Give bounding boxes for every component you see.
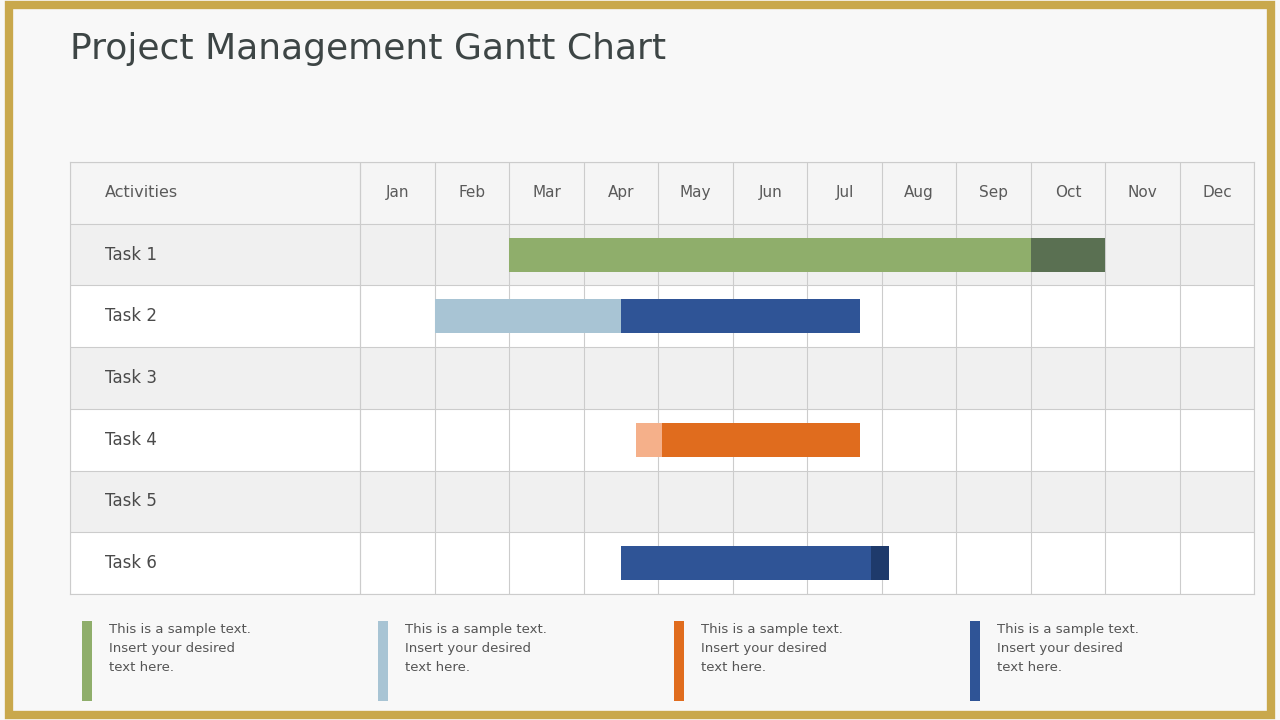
Text: Task 2: Task 2 [105,307,157,325]
Text: Nov: Nov [1128,185,1157,200]
Bar [970,621,979,701]
Bar [621,546,870,580]
Bar [82,621,92,701]
Bar [675,621,684,701]
Text: Oct: Oct [1055,185,1082,200]
Text: Dec: Dec [1202,185,1233,200]
Bar [70,162,1254,224]
Bar [70,409,1254,471]
Bar [509,238,1030,271]
Text: Aug: Aug [904,185,934,200]
Text: Mar: Mar [532,185,561,200]
Bar [621,300,860,333]
Bar [379,621,388,701]
Text: This is a sample text.
Insert your desired
text here.: This is a sample text. Insert your desir… [997,624,1139,674]
Text: May: May [680,185,712,200]
Text: This is a sample text.
Insert your desired
text here.: This is a sample text. Insert your desir… [406,624,548,674]
Text: Task 1: Task 1 [105,246,157,264]
Bar [70,224,1254,285]
Text: Task 5: Task 5 [105,492,157,510]
Text: Feb: Feb [458,185,486,200]
Bar [435,300,621,333]
Bar [70,285,1254,347]
Text: Task 3: Task 3 [105,369,157,387]
Text: Task 4: Task 4 [105,431,157,449]
Bar [70,532,1254,594]
Text: This is a sample text.
Insert your desired
text here.: This is a sample text. Insert your desir… [701,624,844,674]
Text: Apr: Apr [608,185,635,200]
Text: Project Management Gantt Chart: Project Management Gantt Chart [70,32,667,66]
Bar [1030,238,1106,271]
Text: Sep: Sep [979,185,1009,200]
Bar [662,423,860,456]
Bar [70,471,1254,532]
Bar [636,423,662,456]
Text: Jan: Jan [387,185,410,200]
Text: This is a sample text.
Insert your desired
text here.: This is a sample text. Insert your desir… [110,624,251,674]
Text: Task 6: Task 6 [105,554,157,572]
Bar [870,546,890,580]
Text: Jul: Jul [836,185,854,200]
Text: Jun: Jun [758,185,782,200]
Text: Activities: Activities [105,185,178,200]
Bar [70,347,1254,409]
